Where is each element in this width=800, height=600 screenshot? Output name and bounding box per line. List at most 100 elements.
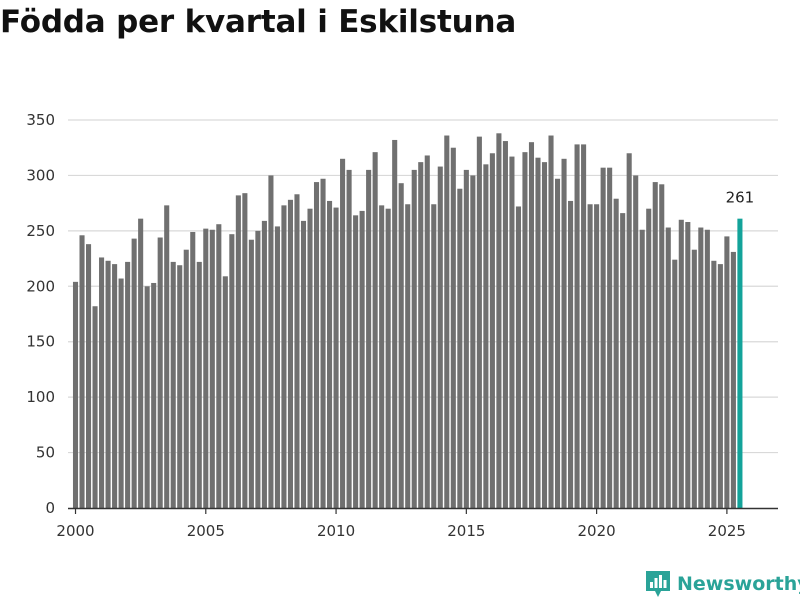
bar (470, 175, 476, 508)
bar (548, 135, 554, 508)
bar (496, 133, 502, 509)
bar (333, 207, 339, 508)
bar (691, 249, 697, 508)
bar (118, 278, 124, 508)
bar (528, 142, 535, 509)
labels: 0 50 100 150 200 250 300 350 261 2000 2005 2010 2015… (26, 111, 754, 540)
bar (581, 144, 587, 508)
bar (242, 193, 248, 509)
bar (346, 169, 352, 508)
x-tick-label: 2015 (447, 522, 485, 540)
bar (535, 157, 541, 508)
bar (444, 135, 450, 508)
bar (105, 260, 111, 508)
bar (125, 261, 131, 508)
y-tick-label: 350 (26, 111, 55, 129)
bar (366, 169, 372, 508)
bar (144, 286, 150, 508)
brand[interactable]: Newsworthy (645, 570, 800, 598)
y-tick-label: 250 (26, 222, 55, 240)
bar (502, 141, 508, 508)
bar (594, 204, 600, 508)
y-tick-label: 100 (26, 388, 55, 406)
bar (300, 220, 307, 508)
bar (379, 205, 385, 509)
bar (92, 306, 98, 508)
bar (620, 213, 626, 508)
bar (392, 139, 398, 508)
bar (450, 147, 456, 508)
bar (320, 178, 326, 508)
bar (248, 239, 254, 509)
bar (437, 166, 443, 508)
newsworthy-logo-icon (646, 571, 670, 597)
bar (672, 259, 678, 508)
bar (99, 257, 105, 508)
y-tick-label: 0 (45, 499, 55, 517)
bar (411, 169, 417, 508)
bar (79, 235, 85, 509)
chart-title: Födda per kvartal i Eskilstuna (0, 4, 517, 40)
bar (170, 261, 176, 508)
bar (685, 221, 691, 509)
bar (164, 205, 170, 509)
bar (509, 156, 515, 508)
brand-name: Newsworthy (677, 573, 800, 595)
y-tick-label: 50 (36, 444, 55, 462)
bar (138, 218, 144, 508)
bar (216, 224, 222, 508)
bar (313, 182, 320, 508)
bar (287, 199, 294, 508)
bar (398, 183, 404, 508)
bar (639, 229, 645, 508)
bar (515, 206, 521, 508)
bar (405, 204, 411, 508)
y-tick-label: 200 (26, 277, 55, 295)
x-axis (68, 507, 778, 514)
bar (730, 251, 736, 509)
bar (698, 227, 704, 508)
bar (431, 204, 437, 508)
bar (678, 219, 684, 508)
bar (541, 162, 548, 508)
bar (574, 144, 580, 508)
x-tick-label: 2000 (56, 522, 94, 540)
bar (522, 152, 528, 508)
bar (717, 264, 723, 508)
y-tick-label: 300 (26, 166, 55, 184)
bar (327, 200, 333, 508)
bar (652, 182, 658, 508)
bar (587, 204, 593, 508)
bar (724, 236, 730, 508)
y-tick-label: 150 (26, 333, 55, 351)
bar (359, 210, 365, 508)
bar (659, 184, 665, 509)
bar (568, 200, 574, 508)
bar (561, 158, 567, 509)
last-value-label: 261 (726, 189, 755, 207)
bar (483, 164, 489, 508)
bar (457, 188, 463, 509)
bar (711, 260, 717, 508)
bar (626, 153, 632, 508)
bar (489, 153, 495, 508)
bar (235, 195, 241, 508)
bar (704, 229, 710, 508)
bars (72, 133, 743, 509)
bar (112, 264, 118, 508)
bar (183, 249, 189, 508)
x-tick-label: 2025 (708, 522, 746, 540)
bar (222, 276, 228, 508)
bar (268, 175, 274, 508)
x-tick-label: 2010 (317, 522, 355, 540)
x-tick-label: 2020 (578, 522, 616, 540)
bar (190, 231, 196, 508)
bar (281, 205, 287, 509)
bar (274, 226, 280, 509)
bar (353, 215, 359, 508)
bar (131, 238, 137, 508)
bar (86, 244, 92, 508)
bar (418, 162, 424, 508)
bar (307, 208, 313, 508)
